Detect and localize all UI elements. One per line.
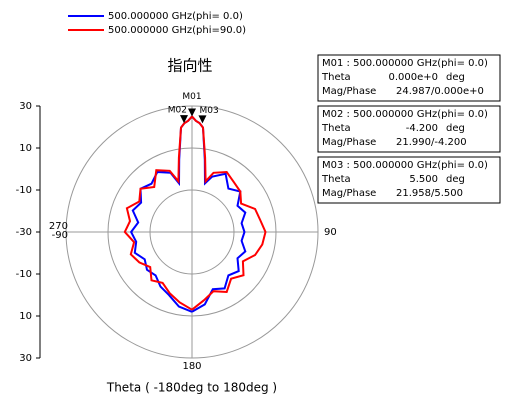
r-tick-label: 30 xyxy=(19,101,32,112)
r-tick-label: 30 xyxy=(19,353,32,364)
marker-label: M02 xyxy=(168,106,187,116)
marker xyxy=(180,115,189,124)
legend-label: 500.000000 GHz(phi=90.0) xyxy=(108,25,246,36)
marker-header: M03 : 500.000000 GHz(phi= 0.0) xyxy=(322,160,488,171)
marker-theta-name: Theta xyxy=(321,174,351,185)
marker-theta-value: 0.000e+0 xyxy=(388,72,438,83)
r-tick-label: -10 xyxy=(16,269,32,280)
marker xyxy=(188,108,196,117)
marker xyxy=(198,115,207,124)
marker-theta-value: 5.500 xyxy=(409,174,438,185)
marker-theta-name: Theta xyxy=(321,123,351,134)
marker-mag-value: 24.987/0.000e+0 xyxy=(396,86,484,97)
marker-unit: deg xyxy=(446,72,465,83)
theta-tick-label: -90 xyxy=(52,230,68,241)
marker-box xyxy=(317,54,501,102)
marker-unit: deg xyxy=(446,123,465,134)
marker-mag-name: Mag/Phase xyxy=(322,188,376,199)
theta-tick-label: 90 xyxy=(324,227,337,238)
marker-box xyxy=(317,156,501,204)
chart-title: 指向性 xyxy=(167,57,212,75)
marker-mag-name: Mag/Phase xyxy=(322,137,376,148)
legend-label: 500.000000 GHz(phi= 0.0) xyxy=(108,11,243,22)
marker-label: M03 xyxy=(199,106,218,116)
marker-theta-name: Theta xyxy=(321,72,351,83)
marker-box xyxy=(317,105,501,153)
r-tick-label: 10 xyxy=(19,143,32,154)
marker-header: M01 : 500.000000 GHz(phi= 0.0) xyxy=(322,58,488,69)
marker-label: M01 xyxy=(182,92,201,102)
theta-tick-label: 270 xyxy=(49,221,68,232)
r-tick-label: 10 xyxy=(19,311,32,322)
marker-header: M02 : 500.000000 GHz(phi= 0.0) xyxy=(322,109,488,120)
marker-mag-name: Mag/Phase xyxy=(322,86,376,97)
r-tick-label: -30 xyxy=(16,227,32,238)
x-axis-label: Theta ( -180deg to 180deg ) xyxy=(106,381,277,395)
r-tick-label: -10 xyxy=(16,185,32,196)
marker-mag-value: 21.958/5.500 xyxy=(396,188,463,199)
theta-tick-label: 180 xyxy=(182,361,201,372)
marker-theta-value: -4.200 xyxy=(406,123,438,134)
pattern-line xyxy=(129,115,247,313)
marker-unit: deg xyxy=(446,174,465,185)
marker-mag-value: 21.990/-4.200 xyxy=(396,137,467,148)
